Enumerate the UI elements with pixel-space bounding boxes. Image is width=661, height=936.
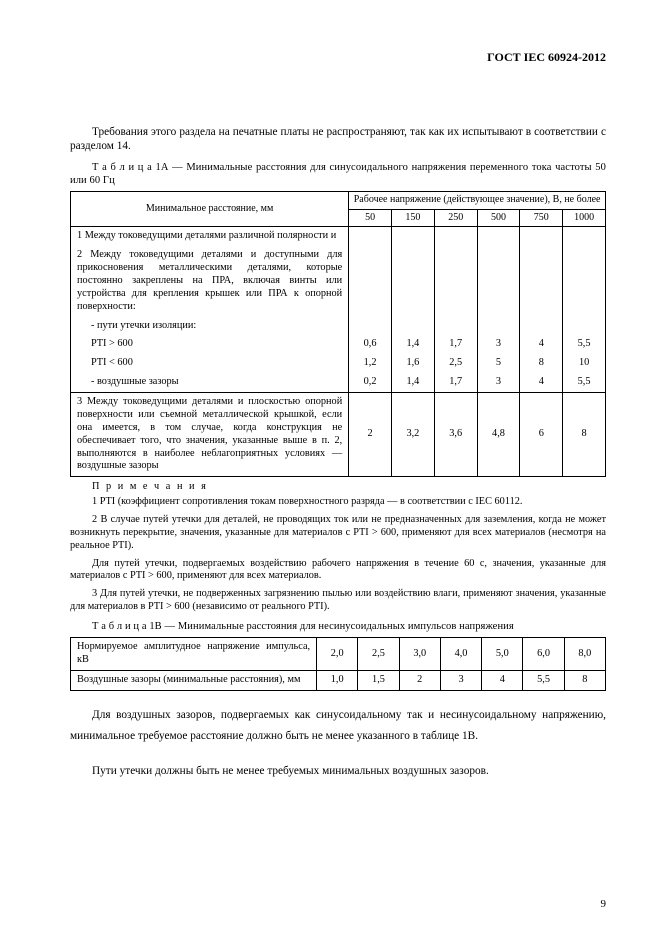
cell: 3 [477,335,520,354]
note-2: 2 В случае путей утечки для деталей, не … [70,514,606,553]
cell: 8 [520,354,563,373]
table-1a-head-right: Рабочее напряжение (действующее значение… [349,192,606,210]
note-2b: Для путей утечки, подвергаемых воздейств… [70,558,606,584]
cell: 1,5 [358,670,399,690]
table-1a-row3-label: 3 Между токоведущими деталями и плоскост… [71,393,349,477]
table-1a-col-2: 250 [434,209,477,227]
cell: 8,0 [564,638,605,671]
cell: 2 [349,393,392,477]
cell: 4,0 [440,638,481,671]
cell [434,227,477,246]
cell: 6 [520,393,563,477]
table-1a-row-pti-lt-label: PTI < 600 [71,354,349,373]
cell: 3,6 [434,393,477,477]
cell: 8 [564,670,605,690]
table-1b-caption-prefix: Т а б л и ц а 1В [92,621,162,632]
cell [477,227,520,246]
cell [563,227,606,246]
table-1a-caption: Т а б л и ц а 1А — Минимальные расстояни… [70,161,606,187]
cell: 5,5 [563,373,606,392]
cell [520,227,563,246]
table-1a-row1-label: 1 Между токоведущими деталями различной … [71,227,349,246]
table-1a-col-3: 500 [477,209,520,227]
table-1a-caption-prefix: Т а б л и ц а 1А [92,162,169,173]
cell: 1,6 [392,354,435,373]
cell: 5,5 [563,335,606,354]
cell: 1,0 [317,670,358,690]
note-3: 3 Для путей утечки, не подверженных загр… [70,588,606,614]
cell: 1,4 [392,335,435,354]
closing-p2: Пути утечки должны быть не менее требуем… [70,764,606,779]
note-1: 1 PTI (коэффициент сопротивления токам п… [70,496,606,509]
table-1a-row-leak-label: - пути утечки изоляции: [71,317,349,336]
table-1a-row-pti-gt-label: PTI > 600 [71,335,349,354]
cell: 10 [563,354,606,373]
cell: 2 [399,670,440,690]
cell: 5,0 [482,638,523,671]
table-1a-col-0: 50 [349,209,392,227]
cell: 2,0 [317,638,358,671]
notes-heading: П р и м е ч а н и я [70,481,606,494]
closing-text: Для воздушных зазоров, подвергаемых как … [70,705,606,779]
cell: 4,8 [477,393,520,477]
table-1a-head-left: Минимальное расстояние, мм [71,192,349,227]
cell: 3,0 [399,638,440,671]
cell: 4 [520,335,563,354]
table-1b-row2-label: Воздушные зазоры (минимальные расстояния… [71,670,317,690]
notes-block: П р и м е ч а н и я 1 PTI (коэффициент с… [70,481,606,614]
page: ГОСТ IEC 60924-2012 Требования этого раз… [0,0,661,936]
closing-p1: Для воздушных зазоров, подвергаемых как … [70,705,606,748]
cell: 6,0 [523,638,564,671]
standard-header: ГОСТ IEC 60924-2012 [70,50,606,65]
table-1a: Минимальное расстояние, мм Рабочее напря… [70,191,606,477]
cell: 4 [520,373,563,392]
table-1b-caption: Т а б л и ц а 1В — Минимальные расстояни… [70,620,606,633]
table-1a-col-1: 150 [392,209,435,227]
cell: 0,2 [349,373,392,392]
intro-paragraph: Требования этого раздела на печатные пла… [70,125,606,153]
table-1a-col-5: 1000 [563,209,606,227]
cell: 5 [477,354,520,373]
cell: 2,5 [434,354,477,373]
page-number: 9 [601,898,607,912]
cell: 1,7 [434,335,477,354]
cell: 0,6 [349,335,392,354]
cell: 4 [482,670,523,690]
table-1a-col-4: 750 [520,209,563,227]
cell [392,227,435,246]
table-1b: Нормируемое амплитудное напряжение импул… [70,637,606,691]
table-1b-row1-label: Нормируемое амплитудное напряжение импул… [71,638,317,671]
cell: 5,5 [523,670,564,690]
cell: 3 [477,373,520,392]
cell: 2,5 [358,638,399,671]
table-1a-row-air-label: - воздушные зазоры [71,373,349,392]
table-1a-row2-label: 2 Между токоведущими деталями и доступны… [71,246,349,316]
table-1b-caption-rest: — Минимальные расстояния для несинусоида… [162,621,514,632]
cell [349,227,392,246]
cell: 8 [563,393,606,477]
cell: 1,2 [349,354,392,373]
cell: 1,4 [392,373,435,392]
cell: 3 [440,670,481,690]
cell: 1,7 [434,373,477,392]
cell: 3,2 [392,393,435,477]
